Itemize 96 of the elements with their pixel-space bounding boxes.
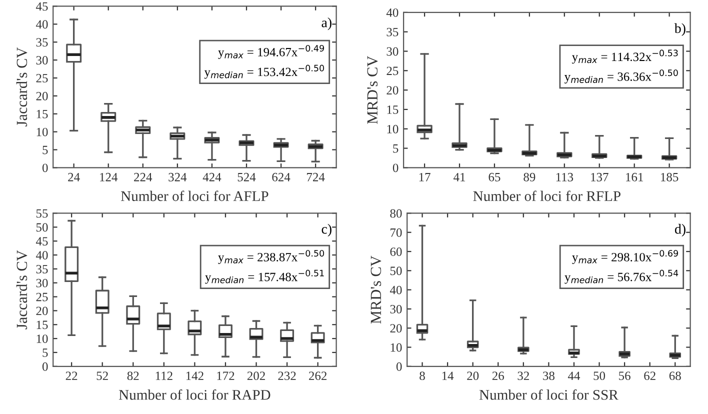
x-tick-label: 524 [238, 172, 256, 182]
x-tick-label: 89 [524, 172, 536, 182]
x-axis-title: Number of loci for RFLP [473, 190, 620, 202]
x-tick-label: 8 [420, 372, 425, 380]
y-tick-label: 40 [36, 20, 48, 29]
x-tick-label: 22 [66, 372, 78, 380]
annotation: y$_{max}$ = 238.87x$^{−0.50}$ [218, 250, 324, 264]
x-tick-label: 202 [247, 372, 265, 380]
y-tick-label: 10 [36, 128, 48, 136]
y-tick-label: 60 [390, 248, 402, 256]
y-tick-label: 30 [390, 304, 402, 314]
y-tick-label: 10 [390, 343, 402, 352]
x-tick-label: 20 [467, 372, 479, 380]
x-tick-label: 724 [307, 172, 325, 182]
annotation: b) [674, 23, 686, 36]
x-tick-label: 113 [556, 172, 574, 182]
x-tick-label: 14 [442, 372, 454, 380]
y-tick-label: 70 [390, 228, 402, 237]
x-tick-label: 52 [96, 372, 108, 380]
y-tick-label: 55 [36, 209, 48, 218]
x-tick-label: 56 [619, 372, 630, 380]
y-tick-label: 35 [36, 38, 48, 47]
y-tick-label: 45 [36, 2, 48, 11]
x-tick-label: 68 [669, 372, 681, 380]
y-tick-label: 50 [390, 266, 402, 276]
y-tick-label: 20 [36, 306, 48, 316]
y-tick-label: 0 [396, 362, 402, 371]
x-tick-label: 424 [202, 172, 222, 182]
annotation: c) [322, 224, 332, 237]
y-tick-label: 5 [42, 146, 48, 154]
y-tick-label: 0 [42, 362, 48, 371]
annotation: y$_{median}$ = 153.42x$^{−0.50}$ [204, 64, 324, 79]
x-tick-label: 26 [492, 372, 504, 380]
x-tick-label: 17 [419, 172, 430, 182]
y-tick-label: 0 [42, 164, 48, 172]
y-tick-label: 20 [36, 92, 48, 100]
x-tick-label: 124 [100, 172, 118, 182]
y-tick-label: 5 [42, 348, 48, 357]
x-tick-label: 50 [594, 372, 606, 380]
annotation: y$_{median}$ = 36.36x$^{−0.50}$ [564, 69, 678, 84]
y-axis-title: Jaccard's CV [16, 47, 28, 126]
y-tick-label: 25 [386, 66, 398, 76]
y-axis-title: Jaccard's CV [16, 250, 28, 330]
y-tick-label: 40 [36, 251, 48, 260]
annotation: y$_{max}$ = 194.67x$^{−0.49}$ [218, 44, 324, 59]
x-tick-label: 62 [644, 372, 656, 380]
x-tick-label: 137 [591, 172, 608, 182]
x-tick-label: 224 [134, 172, 152, 182]
y-tick-label: 25 [36, 292, 48, 302]
y-tick-label: 80 [390, 209, 402, 218]
y-tick-label: 15 [387, 106, 398, 114]
x-tick-label: 112 [156, 372, 172, 380]
y-tick-label: 20 [386, 86, 398, 95]
x-tick-label: 324 [168, 172, 187, 182]
y-tick-label: 40 [386, 8, 398, 17]
annotation: y$_{max}$ = 298.10x$^{−0.69}$ [572, 250, 678, 264]
y-tick-label: 10 [36, 334, 48, 343]
annotation: y$_{max}$ = 114.32x$^{−0.53}$ [572, 50, 678, 64]
x-axis-title: Number of loci for AFLP [120, 190, 268, 202]
y-tick-label: 30 [36, 56, 48, 64]
x-tick-label: 262 [309, 372, 327, 380]
y-axis-title: MRD's CV [370, 256, 382, 324]
x-tick-label: 624 [272, 172, 290, 182]
y-tick-label: 40 [390, 286, 402, 294]
y-tick-label: 15 [36, 110, 48, 118]
y-tick-label: 45 [36, 237, 48, 246]
x-tick-label: 38 [543, 372, 554, 380]
annotation: y$_{median}$ = 157.48x$^{−0.51}$ [205, 270, 324, 284]
x-tick-label: 232 [278, 372, 296, 380]
x-tick-label: 32 [518, 372, 529, 380]
y-tick-label: 35 [386, 28, 398, 36]
x-axis-title: Number of loci for SSR [479, 389, 618, 400]
x-axis-title: Number of loci for RAPD [118, 389, 270, 400]
x-tick-label: 41 [454, 172, 466, 182]
y-tick-label: 10 [387, 124, 398, 134]
x-tick-label: 185 [661, 172, 678, 182]
y-tick-label: 0 [392, 164, 398, 172]
x-tick-label: 65 [488, 172, 500, 182]
annotation: y$_{median}$ = 56.76x$^{−0.54}$ [564, 270, 678, 284]
y-tick-label: 50 [36, 223, 48, 232]
x-tick-label: 82 [127, 372, 139, 380]
y-tick-label: 15 [36, 320, 48, 330]
y-tick-label: 30 [386, 47, 398, 56]
annotation: a) [322, 18, 332, 30]
x-tick-label: 44 [568, 372, 580, 380]
x-tick-label: 161 [626, 172, 643, 182]
y-tick-label: 20 [390, 324, 402, 333]
y-tick-label: 5 [393, 144, 398, 153]
y-tick-label: 25 [36, 74, 48, 82]
y-axis-title: MRD's CV [367, 56, 378, 124]
annotation: d) [674, 224, 686, 237]
x-tick-label: 142 [186, 372, 204, 380]
x-tick-label: 172 [217, 372, 234, 380]
y-tick-label: 30 [36, 278, 48, 288]
y-tick-label: 35 [36, 264, 48, 274]
x-tick-label: 24 [68, 172, 80, 182]
